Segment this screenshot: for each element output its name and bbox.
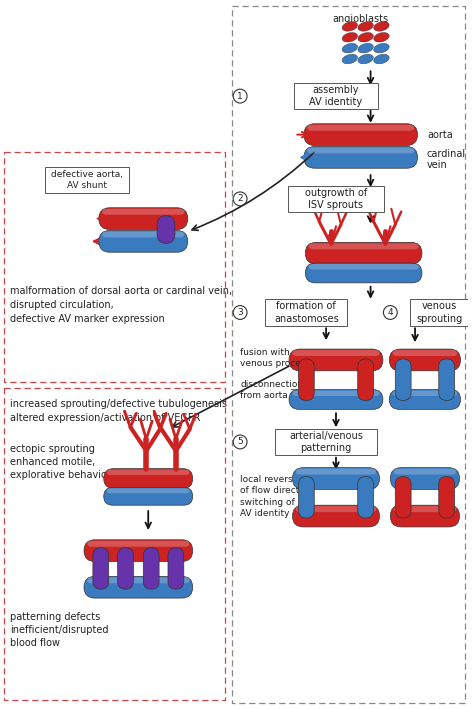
Text: fusion with
venous process: fusion with venous process [240,348,310,368]
Text: aorta: aorta [427,130,453,140]
Ellipse shape [374,55,389,64]
Text: arterial/venous
patterning: arterial/venous patterning [289,431,363,453]
FancyBboxPatch shape [395,359,411,401]
Text: formation of
anastomoses: formation of anastomoses [274,301,339,324]
FancyBboxPatch shape [392,391,457,396]
Text: ectopic sprouting
enhanced motile,
explorative behavior: ectopic sprouting enhanced motile, explo… [10,444,111,480]
Text: defective aorta,
AV shunt: defective aorta, AV shunt [51,170,123,190]
FancyBboxPatch shape [304,147,418,168]
FancyBboxPatch shape [292,468,380,489]
FancyBboxPatch shape [392,350,457,356]
Text: local reversion
of flow direction: local reversion of flow direction [240,476,313,496]
FancyBboxPatch shape [295,469,376,474]
FancyBboxPatch shape [439,476,455,518]
Text: patterning defects
inefficient/disrupted
blood flow: patterning defects inefficient/disrupted… [10,612,109,648]
FancyBboxPatch shape [305,263,422,283]
Text: 1: 1 [237,91,243,101]
FancyBboxPatch shape [358,359,374,401]
FancyBboxPatch shape [307,147,415,153]
Text: venous
sprouting: venous sprouting [417,301,463,324]
FancyBboxPatch shape [157,216,175,243]
Text: angioblasts: angioblasts [333,14,389,24]
Ellipse shape [342,33,357,42]
FancyBboxPatch shape [289,389,383,409]
FancyBboxPatch shape [439,359,455,401]
Text: switching of
AV identity: switching of AV identity [240,498,295,518]
FancyBboxPatch shape [304,124,418,145]
FancyBboxPatch shape [393,469,456,474]
FancyBboxPatch shape [410,299,470,326]
FancyBboxPatch shape [107,489,190,493]
Ellipse shape [342,22,357,31]
FancyBboxPatch shape [295,506,376,512]
Ellipse shape [374,33,389,42]
Ellipse shape [358,33,374,42]
FancyBboxPatch shape [102,208,185,215]
FancyBboxPatch shape [99,208,188,230]
FancyBboxPatch shape [107,469,190,475]
FancyBboxPatch shape [389,389,461,409]
FancyBboxPatch shape [299,476,314,518]
FancyBboxPatch shape [102,231,185,238]
FancyBboxPatch shape [168,547,184,589]
FancyBboxPatch shape [289,349,383,371]
FancyBboxPatch shape [118,547,133,589]
FancyBboxPatch shape [294,83,378,109]
FancyBboxPatch shape [143,547,159,589]
Text: 3: 3 [237,308,243,317]
FancyBboxPatch shape [390,468,459,489]
Text: cardinal
vein: cardinal vein [427,148,466,170]
FancyBboxPatch shape [308,243,419,250]
Text: 2: 2 [237,194,243,203]
Text: 5: 5 [237,437,243,447]
Ellipse shape [342,43,357,53]
FancyBboxPatch shape [308,264,419,269]
FancyBboxPatch shape [393,506,456,512]
Ellipse shape [358,55,374,64]
FancyBboxPatch shape [87,541,190,547]
FancyBboxPatch shape [358,476,374,518]
Text: outgrowth of
ISV sprouts: outgrowth of ISV sprouts [305,188,367,210]
FancyBboxPatch shape [299,359,314,401]
Text: increased sprouting/defective tubulogenesis
altered expression/activation of VEG: increased sprouting/defective tubulogene… [10,399,227,423]
Ellipse shape [374,22,389,31]
FancyBboxPatch shape [395,476,411,518]
FancyBboxPatch shape [45,167,129,194]
FancyBboxPatch shape [265,299,347,326]
FancyBboxPatch shape [93,547,109,589]
FancyBboxPatch shape [307,125,415,130]
Ellipse shape [358,22,374,31]
Text: malformation of dorsal aorta or cardinal vein,
disrupted circulation,
defective : malformation of dorsal aorta or cardinal… [10,286,232,324]
FancyBboxPatch shape [292,391,380,396]
Text: assembly
AV identity: assembly AV identity [310,85,363,107]
Text: 4: 4 [388,308,393,317]
FancyBboxPatch shape [104,469,193,489]
FancyBboxPatch shape [390,506,459,527]
FancyBboxPatch shape [389,349,461,371]
FancyBboxPatch shape [292,506,380,527]
FancyBboxPatch shape [99,230,188,252]
FancyBboxPatch shape [292,350,380,356]
Ellipse shape [358,43,374,53]
Ellipse shape [374,43,389,53]
FancyBboxPatch shape [104,487,193,506]
FancyBboxPatch shape [84,576,193,598]
FancyBboxPatch shape [275,429,377,455]
Ellipse shape [342,55,357,64]
FancyBboxPatch shape [305,242,422,264]
FancyBboxPatch shape [87,577,190,584]
FancyBboxPatch shape [84,540,193,562]
FancyBboxPatch shape [288,186,384,212]
Text: disconnection
from aorta: disconnection from aorta [240,379,303,400]
